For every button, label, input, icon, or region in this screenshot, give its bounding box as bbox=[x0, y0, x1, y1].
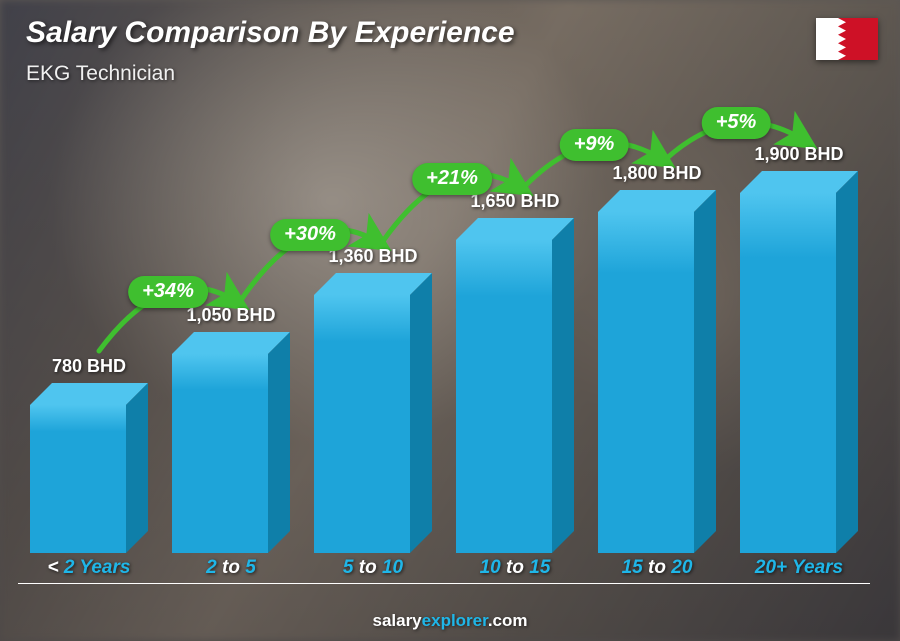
bar-value-label: 780 BHD bbox=[52, 356, 126, 377]
bar-value-label: 1,800 BHD bbox=[612, 163, 701, 184]
bar-front-face bbox=[456, 240, 552, 553]
bar-group: 1,800 BHD15 to 20 bbox=[587, 163, 727, 553]
bar-side-face bbox=[836, 171, 858, 553]
bar-group: 1,360 BHD5 to 10 bbox=[303, 246, 443, 553]
bar-group: 1,050 BHD2 to 5 bbox=[161, 305, 301, 553]
bar-front-face bbox=[740, 193, 836, 553]
brand-suffix: .com bbox=[488, 611, 528, 630]
footer-brand: salaryexplorer.com bbox=[0, 611, 900, 631]
bar-category-label: 10 to 15 bbox=[480, 557, 551, 579]
bar-side-face bbox=[410, 273, 432, 553]
increment-badge: +21% bbox=[412, 163, 492, 195]
bar-3d bbox=[598, 190, 716, 553]
bar-category-label: 15 to 20 bbox=[622, 557, 693, 579]
bar-front-face bbox=[172, 354, 268, 553]
bar-front-face bbox=[598, 212, 694, 553]
bar-side-face bbox=[268, 332, 290, 553]
increment-badge: +9% bbox=[560, 129, 629, 161]
bar-group: 1,650 BHD10 to 15 bbox=[445, 191, 585, 553]
bar-3d bbox=[172, 332, 290, 553]
bar-front-face bbox=[314, 295, 410, 553]
bar-side-face bbox=[552, 218, 574, 553]
salary-bar-chart: 780 BHD< 2 Years1,050 BHD2 to 51,360 BHD… bbox=[18, 101, 870, 581]
bar-group: 780 BHD< 2 Years bbox=[19, 356, 159, 553]
bar-front-face bbox=[30, 405, 126, 553]
bar-category-label: < 2 Years bbox=[48, 557, 131, 579]
bar-category-label: 2 to 5 bbox=[206, 557, 256, 579]
brand-mid: explorer bbox=[422, 611, 488, 630]
increment-badge: +5% bbox=[702, 107, 771, 139]
x-axis-baseline bbox=[18, 583, 870, 584]
page-title: Salary Comparison By Experience bbox=[26, 16, 515, 50]
bar-group: 1,900 BHD20+ Years bbox=[729, 144, 869, 553]
bar-category-label: 5 to 10 bbox=[343, 557, 403, 579]
bar-3d bbox=[456, 218, 574, 553]
bar-side-face bbox=[694, 190, 716, 553]
bar-category-label: 20+ Years bbox=[755, 557, 843, 579]
bar-3d bbox=[30, 383, 148, 553]
increment-badge: +30% bbox=[270, 219, 350, 251]
brand-left: salary bbox=[372, 611, 421, 630]
bar-3d bbox=[740, 171, 858, 553]
bar-3d bbox=[314, 273, 432, 553]
bar-value-label: 1,650 BHD bbox=[470, 191, 559, 212]
page-subtitle: EKG Technician bbox=[26, 62, 175, 86]
bar-value-label: 1,050 BHD bbox=[186, 305, 275, 326]
bar-side-face bbox=[126, 383, 148, 553]
bar-value-label: 1,900 BHD bbox=[754, 144, 843, 165]
flag-bahrain bbox=[816, 18, 878, 60]
increment-badge: +34% bbox=[128, 276, 208, 308]
